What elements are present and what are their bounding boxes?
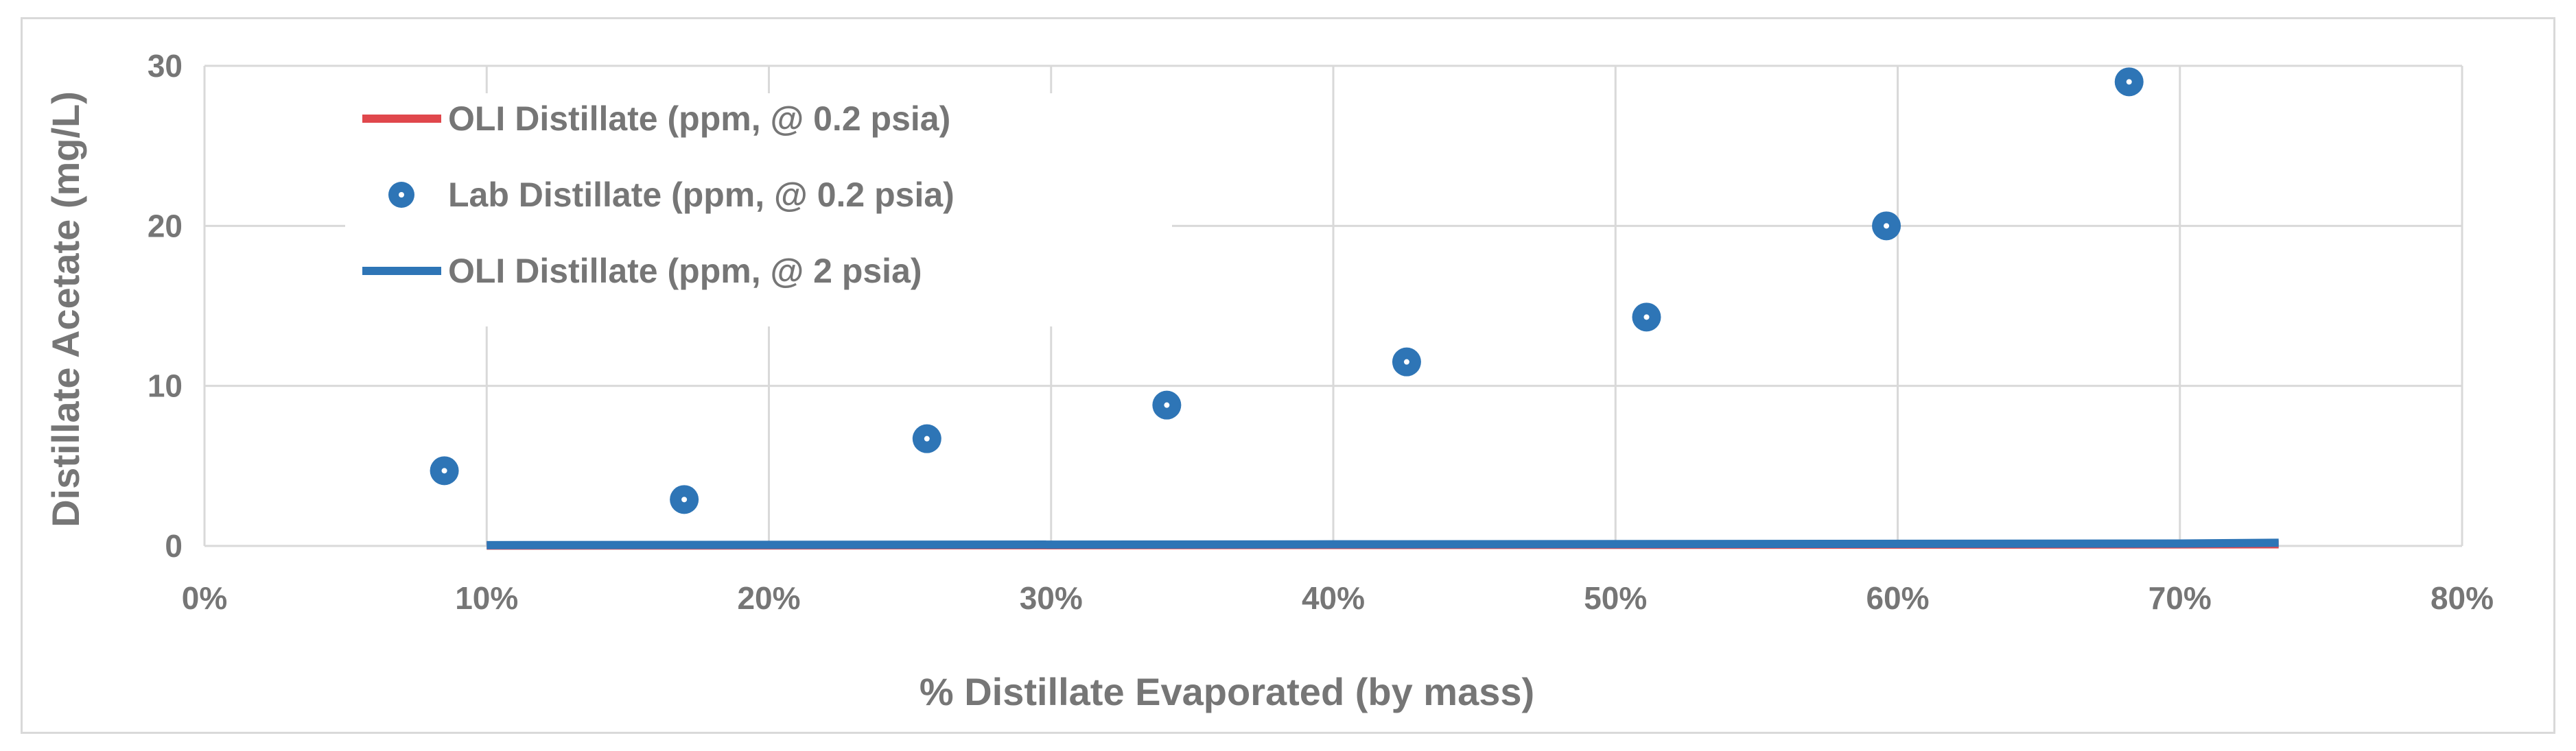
x-axis-title: % Distillate Evaporated (by mass) bbox=[920, 670, 1534, 713]
x-tick-label: 60% bbox=[1866, 580, 1929, 616]
legend-marker-lab-center bbox=[399, 192, 404, 198]
x-tick-label: 80% bbox=[2431, 580, 2494, 616]
legend: OLI Distillate (ppm, @ 0.2 psia) Lab Dis… bbox=[345, 93, 1172, 326]
legend-label-oli-0-2-psia: OLI Distillate (ppm, @ 0.2 psia) bbox=[448, 99, 950, 138]
x-tick-label: 30% bbox=[1020, 580, 1083, 616]
data-point-center bbox=[1643, 314, 1650, 320]
x-tick-label: 70% bbox=[2148, 580, 2212, 616]
data-point-center bbox=[441, 468, 447, 474]
data-point-center bbox=[924, 436, 930, 442]
data-point-center bbox=[1403, 359, 1409, 365]
x-tick-label: 20% bbox=[737, 580, 800, 616]
chart-svg: 0% 10% 20% 30% 40% 50% 60% 70% 80% 0 10 20 30 % Dist… bbox=[44, 48, 2494, 713]
y-tick-label: 20 bbox=[148, 208, 183, 243]
legend-label-lab-0-2-psia: Lab Distillate (ppm, @ 0.2 psia) bbox=[448, 176, 955, 214]
series-layer bbox=[430, 67, 2279, 550]
x-tick-label: 10% bbox=[455, 580, 518, 616]
tick-layer: 0% 10% 20% 30% 40% 50% 60% 70% 80% 0 10 20 30 bbox=[148, 48, 2494, 616]
x-tick-label: 0% bbox=[182, 580, 227, 616]
y-tick-label: 10 bbox=[148, 368, 183, 404]
x-tick-label: 40% bbox=[1302, 580, 1365, 616]
series-line-2 bbox=[487, 538, 2279, 549]
chart-frame: 0% 10% 20% 30% 40% 50% 60% 70% 80% 0 10 20 30 % Dist… bbox=[21, 17, 2555, 734]
y-axis-title: Distillate Acetate (mg/L) bbox=[44, 91, 87, 527]
x-tick-label: 50% bbox=[1584, 580, 1647, 616]
data-point-center bbox=[1884, 223, 1890, 229]
data-point-center bbox=[2126, 79, 2132, 85]
y-tick-label: 30 bbox=[148, 48, 183, 84]
legend-label-oli-2-psia: OLI Distillate (ppm, @ 2 psia) bbox=[448, 252, 922, 290]
data-point-center bbox=[1164, 402, 1170, 408]
y-tick-label: 0 bbox=[165, 528, 183, 564]
data-point-center bbox=[681, 497, 688, 503]
legend-background bbox=[345, 93, 1172, 326]
